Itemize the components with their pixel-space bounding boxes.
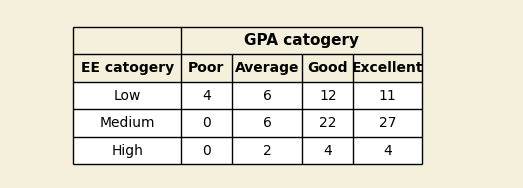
Text: Good: Good bbox=[308, 61, 348, 75]
Text: 2: 2 bbox=[263, 144, 271, 158]
Text: 22: 22 bbox=[319, 116, 337, 130]
Text: 6: 6 bbox=[263, 89, 271, 103]
Text: Excellent: Excellent bbox=[352, 61, 423, 75]
Text: 6: 6 bbox=[263, 116, 271, 130]
Text: Low: Low bbox=[113, 89, 141, 103]
Text: 4: 4 bbox=[383, 144, 392, 158]
Text: 11: 11 bbox=[379, 89, 396, 103]
Text: 4: 4 bbox=[323, 144, 332, 158]
Text: 4: 4 bbox=[202, 89, 211, 103]
Text: GPA catogery: GPA catogery bbox=[244, 33, 359, 48]
Text: 0: 0 bbox=[202, 144, 211, 158]
Text: 0: 0 bbox=[202, 116, 211, 130]
Text: Average: Average bbox=[235, 61, 299, 75]
Text: 12: 12 bbox=[319, 89, 337, 103]
Text: EE catogery: EE catogery bbox=[81, 61, 174, 75]
Text: Poor: Poor bbox=[188, 61, 224, 75]
Text: High: High bbox=[111, 144, 143, 158]
Text: 27: 27 bbox=[379, 116, 396, 130]
Text: Medium: Medium bbox=[99, 116, 155, 130]
